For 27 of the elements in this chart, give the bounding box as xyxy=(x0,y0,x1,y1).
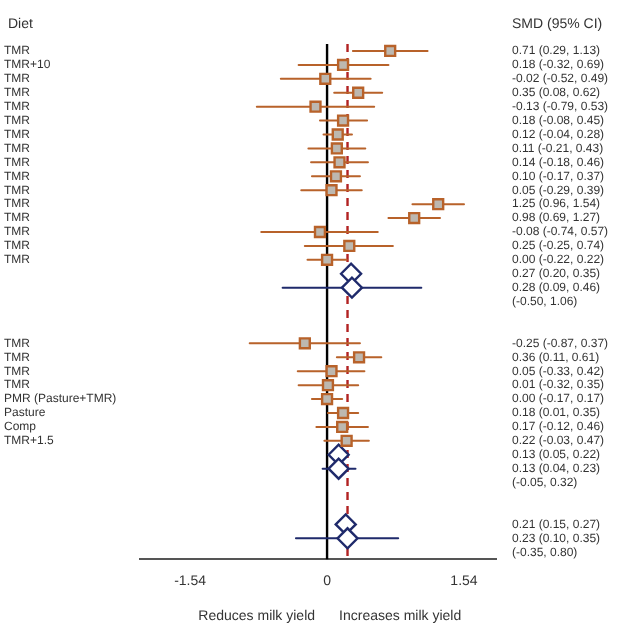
point xyxy=(313,225,327,239)
point xyxy=(336,406,350,420)
point xyxy=(325,365,338,378)
point xyxy=(333,156,346,169)
point xyxy=(336,114,350,127)
point xyxy=(320,253,334,266)
point xyxy=(352,86,365,99)
point xyxy=(329,170,343,183)
point xyxy=(331,128,344,141)
point xyxy=(340,434,353,447)
point xyxy=(352,351,366,364)
point xyxy=(336,420,349,434)
point xyxy=(319,72,332,85)
point xyxy=(320,392,334,406)
point xyxy=(432,197,445,211)
point xyxy=(330,142,343,155)
point xyxy=(327,457,350,480)
point xyxy=(343,239,356,253)
point xyxy=(384,44,397,58)
point xyxy=(325,184,338,197)
point xyxy=(321,379,335,392)
point xyxy=(408,211,421,225)
point xyxy=(336,527,359,550)
point xyxy=(309,100,322,113)
point xyxy=(340,276,364,299)
point xyxy=(298,337,311,350)
point xyxy=(336,58,350,72)
